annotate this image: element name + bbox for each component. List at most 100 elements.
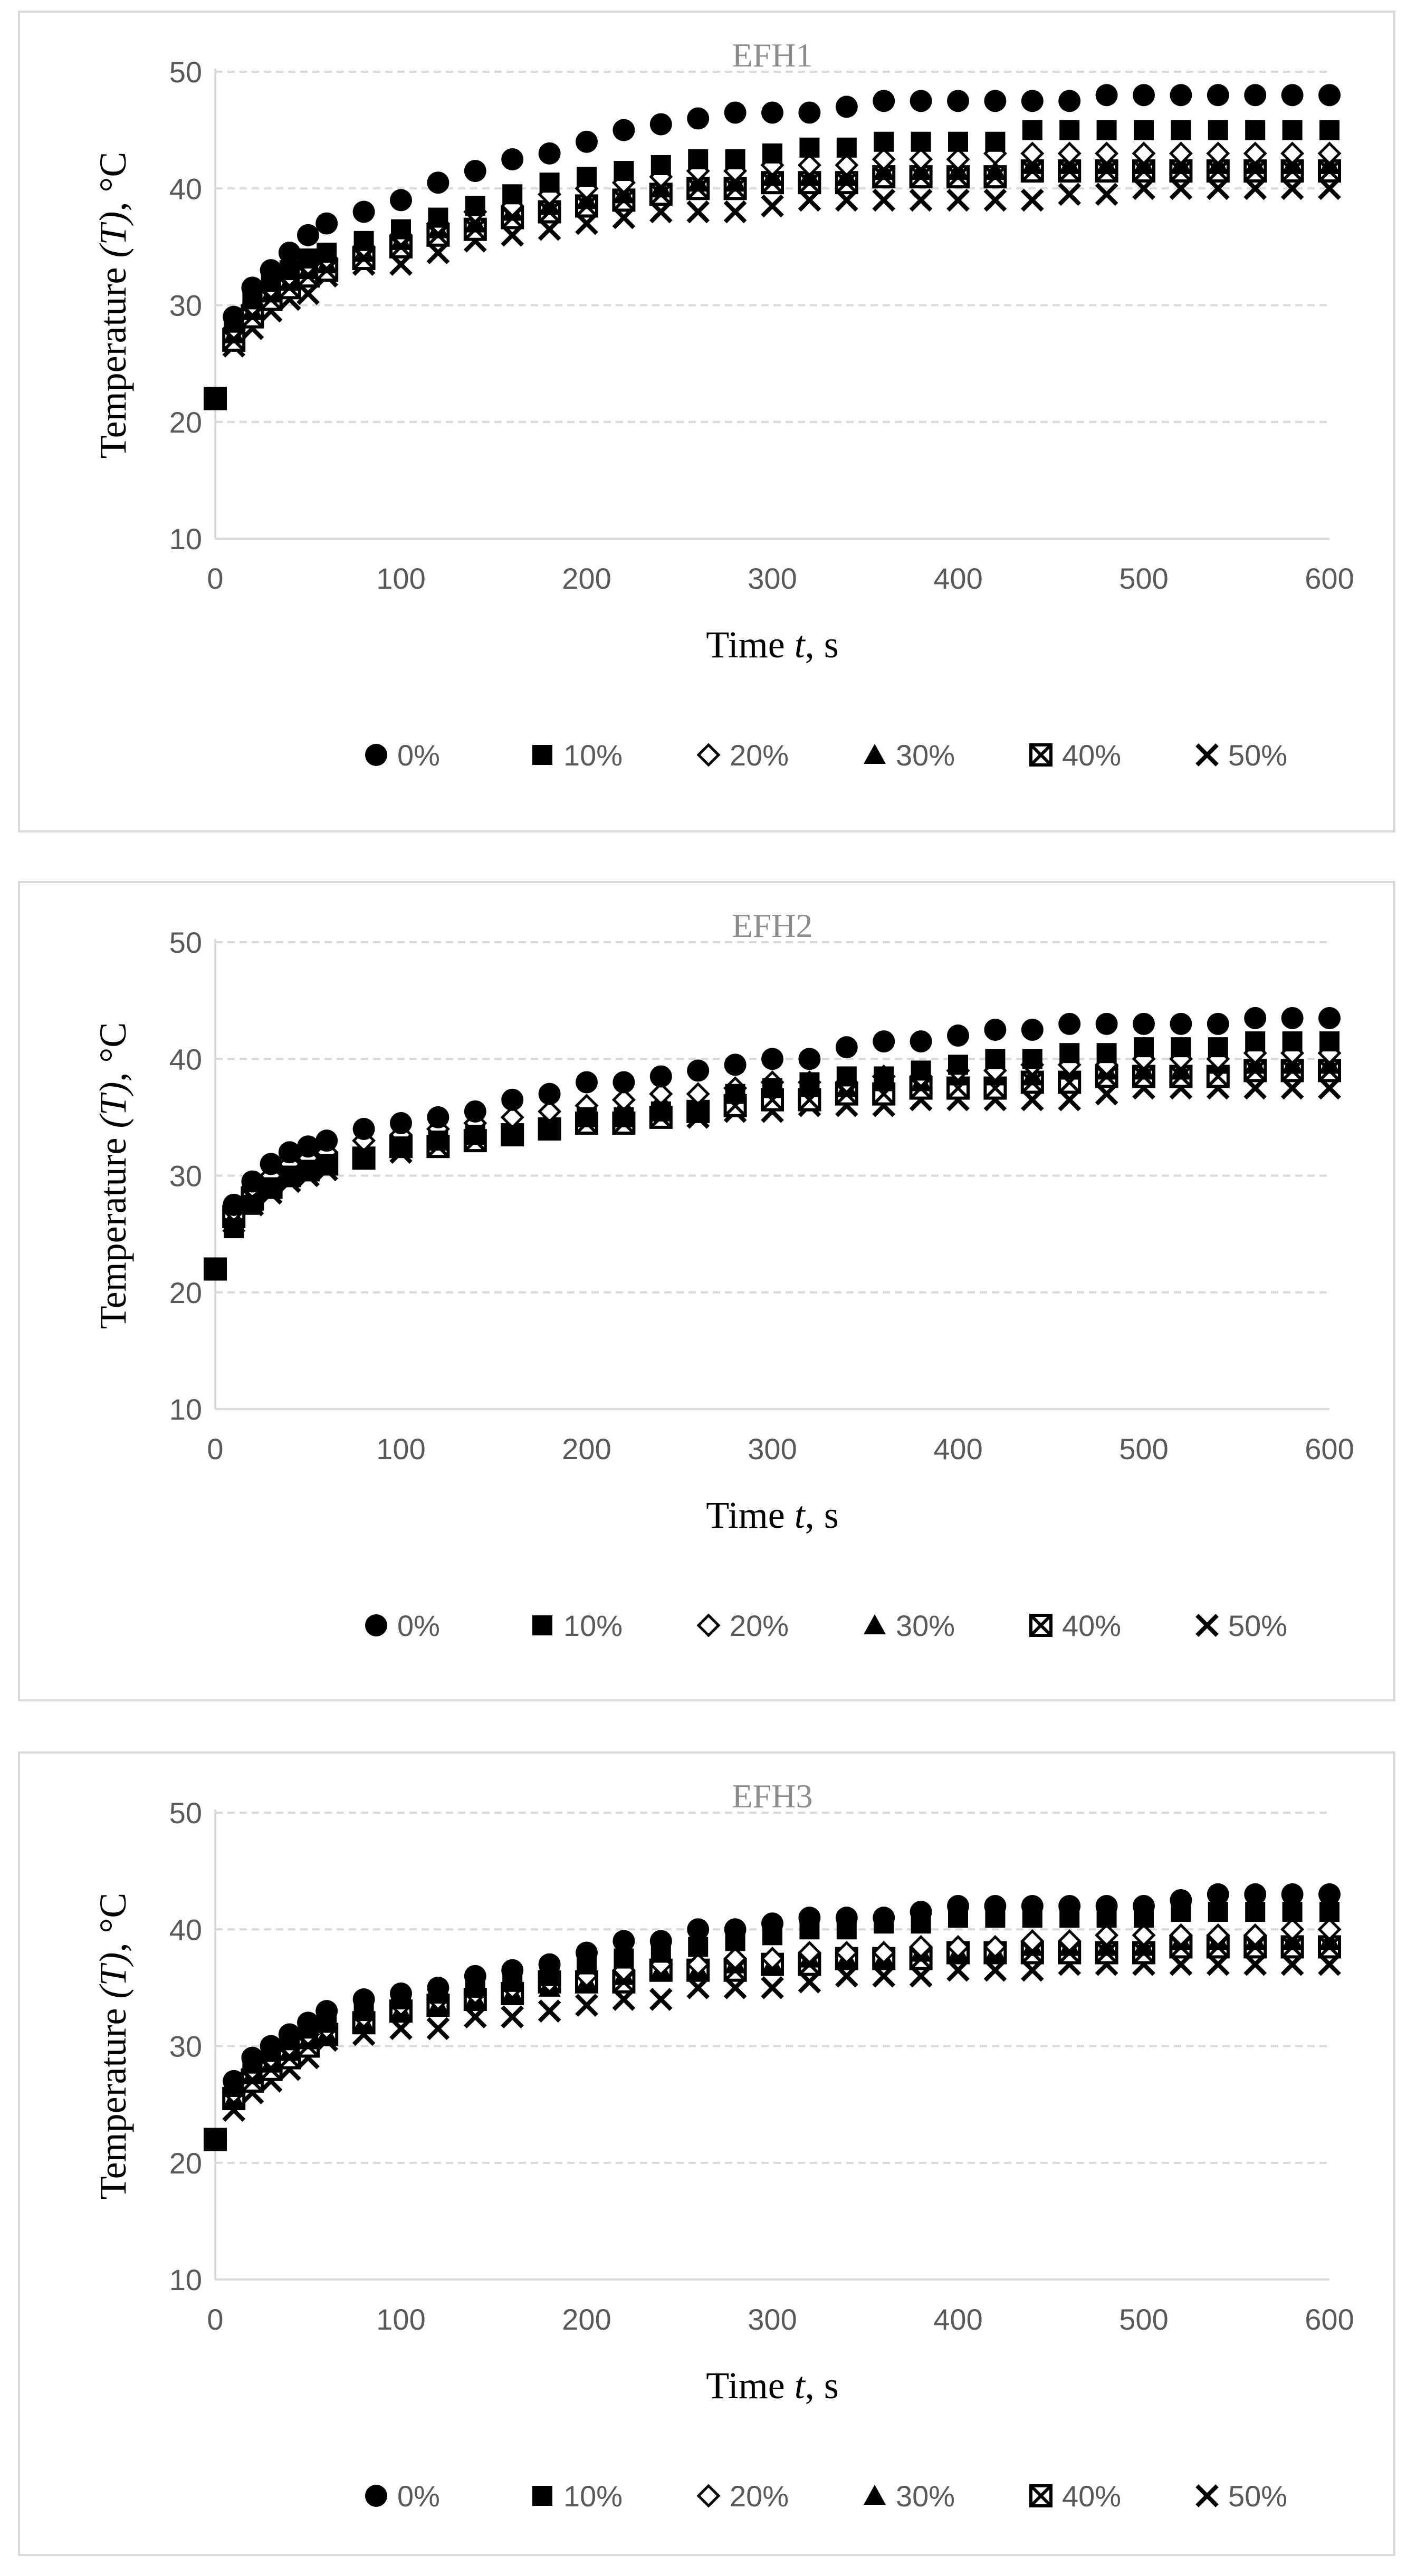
data-point bbox=[1318, 1883, 1341, 1905]
legend-marker bbox=[365, 2485, 387, 2507]
data-point bbox=[1208, 1037, 1228, 1058]
data-point bbox=[464, 1100, 486, 1123]
legend-label: 10% bbox=[563, 739, 623, 772]
legend-label: 50% bbox=[1228, 2479, 1287, 2513]
y-tick-label: 30 bbox=[169, 289, 202, 322]
data-point bbox=[947, 1895, 969, 1917]
data-point bbox=[317, 242, 337, 263]
legend-item: 20% bbox=[696, 739, 789, 772]
data-point bbox=[390, 189, 412, 212]
data-point bbox=[539, 1119, 560, 1139]
legend-label: 20% bbox=[730, 739, 789, 772]
legend-item: 0% bbox=[365, 2479, 440, 2513]
data-point bbox=[650, 155, 671, 175]
data-point bbox=[946, 147, 970, 171]
data-point bbox=[353, 231, 374, 251]
data-point bbox=[1281, 1007, 1304, 1029]
data-point bbox=[464, 1965, 486, 1987]
x-tick-label: 300 bbox=[748, 2303, 797, 2336]
data-point bbox=[762, 1078, 782, 1098]
data-point bbox=[1170, 84, 1192, 107]
data-point bbox=[872, 188, 896, 212]
legend-marker bbox=[1029, 743, 1053, 767]
legend-label: 30% bbox=[896, 2479, 955, 2513]
data-point bbox=[799, 1072, 820, 1093]
data-point bbox=[223, 2070, 245, 2092]
data-point bbox=[762, 143, 782, 164]
data-point bbox=[687, 1059, 710, 1082]
legend-marker bbox=[532, 745, 552, 765]
x-tick-label: 100 bbox=[376, 1432, 425, 1466]
data-point bbox=[426, 2017, 450, 2041]
x-tick-label: 500 bbox=[1119, 1432, 1168, 1466]
data-point bbox=[260, 2035, 282, 2057]
data-point bbox=[985, 1049, 1006, 1069]
data-point bbox=[946, 1935, 970, 1959]
data-point bbox=[872, 1940, 896, 1965]
data-point bbox=[947, 90, 969, 112]
legend-item: 30% bbox=[864, 2479, 955, 2513]
chart-panel-efh2: 10 20 30 40 50 0 100 200 300 400 500 600 EFH2 Time t,… bbox=[18, 881, 1395, 1701]
data-point bbox=[1245, 1031, 1266, 1052]
data-point bbox=[1021, 1018, 1044, 1041]
data-point bbox=[1132, 141, 1156, 166]
data-point bbox=[1133, 84, 1155, 107]
legend-marker bbox=[696, 743, 721, 767]
chart-panel-efh3: 10 20 30 40 50 0 100 200 300 400 500 600 EFH3 Time t,… bbox=[18, 1751, 1395, 2556]
data-point bbox=[725, 1084, 745, 1104]
data-point bbox=[1132, 1923, 1156, 1947]
data-point bbox=[686, 1952, 710, 1977]
legend-label: 0% bbox=[397, 2479, 440, 2513]
data-point bbox=[723, 1947, 748, 1971]
legend-item: 10% bbox=[532, 1609, 623, 1642]
data-point bbox=[502, 1125, 523, 1145]
x-tick-label: 300 bbox=[748, 1432, 797, 1466]
data-point bbox=[428, 207, 448, 228]
legend-item: 30% bbox=[864, 1609, 955, 1642]
data-point bbox=[761, 101, 783, 124]
data-point bbox=[1208, 120, 1228, 140]
data-point bbox=[1245, 120, 1266, 140]
data-point bbox=[1021, 90, 1044, 112]
data-point bbox=[723, 200, 747, 224]
data-point bbox=[1022, 120, 1042, 140]
data-point bbox=[686, 200, 710, 224]
data-point bbox=[1059, 1043, 1080, 1064]
data-point bbox=[1020, 188, 1044, 212]
y-axis-label: Temperature (T), °C bbox=[92, 1022, 134, 1329]
data-point bbox=[576, 1071, 598, 1094]
data-point bbox=[260, 259, 282, 282]
series-0pct bbox=[204, 84, 1341, 410]
data-point bbox=[873, 90, 895, 112]
chart-title: EFH2 bbox=[732, 907, 813, 944]
data-point bbox=[465, 1125, 485, 1145]
data-point bbox=[1058, 183, 1082, 206]
data-point bbox=[242, 1194, 263, 1215]
y-tick-label: 50 bbox=[169, 1796, 202, 1830]
data-point bbox=[576, 130, 598, 153]
data-point bbox=[1282, 1031, 1303, 1052]
data-point bbox=[909, 188, 933, 212]
data-point bbox=[835, 153, 859, 177]
legend-label: 10% bbox=[563, 1609, 623, 1642]
x-tick-label: 500 bbox=[1119, 2303, 1168, 2336]
data-point bbox=[315, 1129, 338, 1152]
legend-label: 20% bbox=[730, 1609, 789, 1642]
data-point bbox=[724, 1918, 747, 1941]
y-tick-label: 10 bbox=[169, 1393, 202, 1426]
x-tick-label: 0 bbox=[207, 1432, 223, 1466]
x-tick-label: 400 bbox=[933, 1432, 982, 1466]
x-tick-label: 100 bbox=[376, 2303, 425, 2336]
x-tick-label: 600 bbox=[1305, 1432, 1354, 1466]
data-point bbox=[836, 137, 857, 158]
data-point bbox=[835, 1940, 859, 1965]
data-point bbox=[836, 1066, 857, 1087]
y-tick-label: 20 bbox=[169, 406, 202, 439]
chart-panel-efh1: 10 20 30 40 50 0 100 200 300 400 500 600 EFH1 Time t,… bbox=[18, 11, 1395, 832]
data-point bbox=[501, 148, 524, 170]
data-point bbox=[352, 200, 375, 223]
series-50pct bbox=[204, 177, 1341, 410]
data-point bbox=[910, 1901, 932, 1923]
